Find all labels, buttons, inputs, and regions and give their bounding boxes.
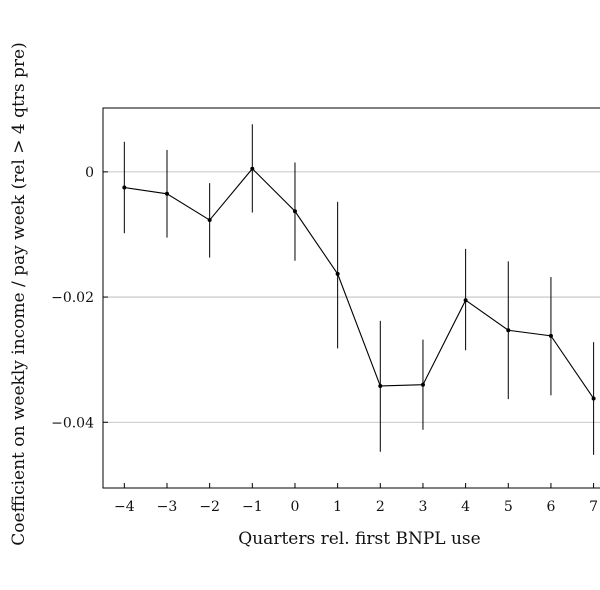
x-axis-label: Quarters rel. first BNPL use <box>238 529 480 549</box>
x-tick-label-1: −3 <box>157 499 178 515</box>
data-point-11 <box>591 396 596 401</box>
data-point-4 <box>292 209 297 214</box>
x-tick-label-9: 5 <box>504 499 513 515</box>
x-tick-label-4: 0 <box>291 499 300 515</box>
data-points <box>122 166 596 401</box>
coefficient-line <box>124 167 595 399</box>
y-axis-label: Coefficient on weekly income / pay week … <box>9 42 29 545</box>
plot-frame <box>102 107 600 489</box>
x-tick-label-8: 4 <box>461 499 470 515</box>
data-point-8 <box>463 298 468 303</box>
x-axis-ticks: −4 −3 −2 −1 0 1 2 3 4 5 6 7 <box>114 483 598 515</box>
x-tick-label-5: 1 <box>333 499 342 515</box>
confidence-intervals <box>123 124 595 455</box>
data-point-0 <box>122 185 127 190</box>
y-tick-label-2: −0.04 <box>51 415 94 431</box>
x-tick-label-6: 2 <box>376 499 385 515</box>
data-point-10 <box>548 333 553 338</box>
x-tick-label-10: 6 <box>546 499 555 515</box>
x-tick-label-3: −1 <box>242 499 263 515</box>
data-point-2 <box>207 218 212 223</box>
y-tick-label-1: −0.02 <box>51 290 94 306</box>
x-tick-label-0: −4 <box>114 499 135 515</box>
data-point-9 <box>506 328 511 333</box>
y-tick-label-0: 0 <box>85 165 94 181</box>
x-tick-label-2: −2 <box>199 499 220 515</box>
data-point-6 <box>378 383 383 388</box>
x-tick-label-7: 3 <box>418 499 427 515</box>
data-point-1 <box>164 191 169 196</box>
data-point-7 <box>420 382 425 387</box>
x-tick-label-11: 7 <box>589 499 598 515</box>
data-point-5 <box>335 271 340 276</box>
y-axis-ticks: 0 −0.02 −0.04 <box>51 165 108 431</box>
grid-lines <box>103 171 600 423</box>
data-point-3 <box>250 166 255 171</box>
